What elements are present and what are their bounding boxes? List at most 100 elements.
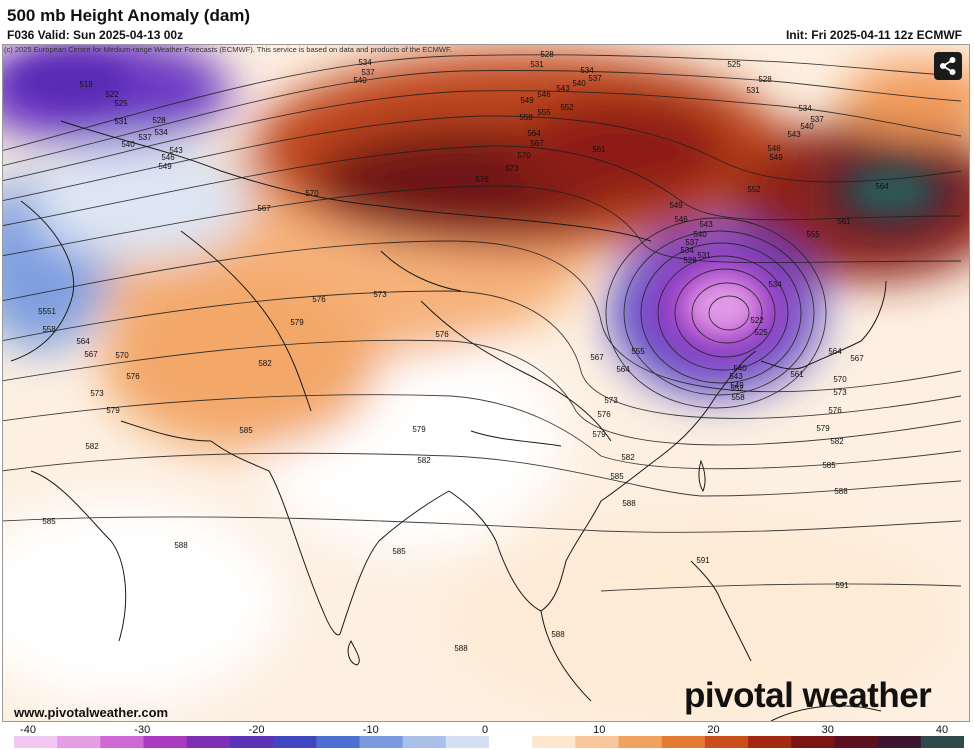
colorbar-swatch bbox=[229, 736, 274, 748]
contour-label: 564 bbox=[875, 182, 889, 191]
map-title: 500 mb Height Anomaly (dam) bbox=[7, 6, 251, 25]
colorbar-swatch bbox=[791, 736, 835, 748]
colorbar-swatch bbox=[704, 736, 749, 748]
contour-label: 531 bbox=[530, 60, 544, 69]
contour-label: 591 bbox=[696, 556, 710, 565]
contour-label: 558 bbox=[42, 325, 56, 334]
contour-label: 549 bbox=[669, 201, 683, 210]
contour-label: 561 bbox=[592, 145, 606, 154]
contour-label: 576 bbox=[828, 406, 842, 415]
contour-label: 579 bbox=[412, 425, 426, 434]
contour-label: 543 bbox=[169, 146, 183, 155]
contour-label: 525 bbox=[727, 60, 741, 69]
contour-label: 585 bbox=[822, 461, 836, 470]
colorbar-swatch bbox=[57, 736, 101, 748]
contour-label: 579 bbox=[816, 424, 830, 433]
contour-label: 579 bbox=[106, 406, 120, 415]
colorbar-tick-label: -40 bbox=[20, 724, 36, 736]
coastlines bbox=[10, 120, 887, 721]
colorbar-tick-label: 40 bbox=[935, 724, 949, 736]
contour-label: 558 bbox=[731, 393, 745, 402]
contour-label: 528 bbox=[540, 50, 554, 59]
share-button[interactable] bbox=[934, 52, 962, 80]
init-time: Init: Fri 2025-04-11 12z ECMWF bbox=[785, 28, 962, 42]
contour-label: 522 bbox=[750, 316, 764, 325]
contour-label: 564 bbox=[616, 365, 630, 374]
contour-label: 534 bbox=[798, 104, 812, 113]
contour-label: 546 bbox=[767, 144, 781, 153]
contour-label: 540 bbox=[353, 76, 367, 85]
contour-label: 534 bbox=[580, 66, 594, 75]
colorbar-swatch bbox=[316, 736, 360, 748]
contour-label: 579 bbox=[290, 318, 304, 327]
contour-label: 576 bbox=[597, 410, 611, 419]
colorbar-swatch bbox=[143, 736, 188, 748]
colorbar-swatch bbox=[273, 736, 317, 748]
colorbar-swatch bbox=[877, 736, 922, 748]
contour-label: 573 bbox=[90, 389, 104, 398]
contour-label: 576 bbox=[435, 330, 449, 339]
valid-time: F036 Valid: Sun 2025-04-13 00z bbox=[7, 28, 184, 42]
colorbar-swatch bbox=[359, 736, 404, 748]
colorbar-swatch bbox=[834, 736, 879, 748]
contour-label: 567 bbox=[530, 139, 544, 148]
contour-label: 537 bbox=[138, 133, 152, 142]
contour-labels: 5195225255285315345375405435465495345375… bbox=[38, 50, 889, 653]
contour-label: 588 bbox=[174, 541, 188, 550]
contour-label: 5551 bbox=[38, 307, 56, 316]
contour-label: 531 bbox=[697, 251, 711, 260]
website-url[interactable]: www.pivotalweather.com bbox=[14, 705, 169, 720]
contour-label: 546 bbox=[674, 215, 688, 224]
contour-label: 591 bbox=[835, 581, 849, 590]
contour-label: 588 bbox=[551, 630, 565, 639]
weather-map[interactable]: 519 522 525 528 531 534 537 540 543 546 549 534 537 5… bbox=[2, 44, 970, 722]
colorbar-tick-label: 30 bbox=[821, 724, 834, 736]
contour-label: 567 bbox=[850, 354, 864, 363]
contour-label: 582 bbox=[417, 456, 431, 465]
contour-label: 543 bbox=[787, 130, 801, 139]
brand-logo: pivotal weather bbox=[684, 676, 932, 715]
contour-label: 549 bbox=[158, 162, 172, 171]
contour-label: 552 bbox=[560, 103, 574, 112]
contour-label: 570 bbox=[517, 151, 531, 160]
contour-label: 534 bbox=[154, 128, 168, 137]
contour-label: 552 bbox=[730, 384, 744, 393]
contour-label: 531 bbox=[114, 117, 128, 126]
colorbar bbox=[14, 736, 964, 748]
contour-label: 552 bbox=[747, 185, 761, 194]
contour-label: 528 bbox=[152, 116, 166, 125]
colorbar-swatch bbox=[186, 736, 231, 748]
contour-label: 543 bbox=[699, 220, 713, 229]
contour-label: 567 bbox=[590, 353, 604, 362]
contour-label: 573 bbox=[604, 396, 618, 405]
contour-label: 537 bbox=[588, 74, 602, 83]
contour-label: 555 bbox=[631, 347, 645, 356]
contour-label: 534 bbox=[358, 58, 372, 67]
contour-label: 576 bbox=[475, 175, 489, 184]
contour-label: 582 bbox=[621, 453, 635, 462]
colorbar-swatch bbox=[748, 736, 792, 748]
colorbar-swatch bbox=[920, 736, 964, 748]
colorbar-tick-label: -20 bbox=[248, 724, 265, 736]
contour-label: 540 bbox=[121, 140, 135, 149]
contour-label: 540 bbox=[572, 79, 586, 88]
colorbar-swatch bbox=[445, 736, 490, 748]
colorbar-swatch bbox=[575, 736, 620, 748]
contour-label: 555 bbox=[537, 108, 551, 117]
contour-label: 549 bbox=[520, 96, 534, 105]
colorbar-swatch bbox=[532, 736, 576, 748]
contour-label: 537 bbox=[685, 238, 699, 247]
share-icon bbox=[940, 57, 956, 75]
colorbar-tick-label: -30 bbox=[134, 724, 151, 736]
contour-label: 525 bbox=[754, 328, 768, 337]
contour-label: 564 bbox=[76, 337, 90, 346]
contour-label: 540 bbox=[733, 364, 747, 373]
contour-label: 528 bbox=[758, 75, 772, 84]
contour-label: 573 bbox=[373, 290, 387, 299]
contour-label: 588 bbox=[454, 644, 468, 653]
colorbar-swatch bbox=[14, 736, 58, 748]
contour-label: 558 bbox=[519, 113, 533, 122]
contour-label: 534 bbox=[768, 280, 782, 289]
contour-label: 570 bbox=[305, 189, 319, 198]
contour-label: 570 bbox=[833, 375, 847, 384]
